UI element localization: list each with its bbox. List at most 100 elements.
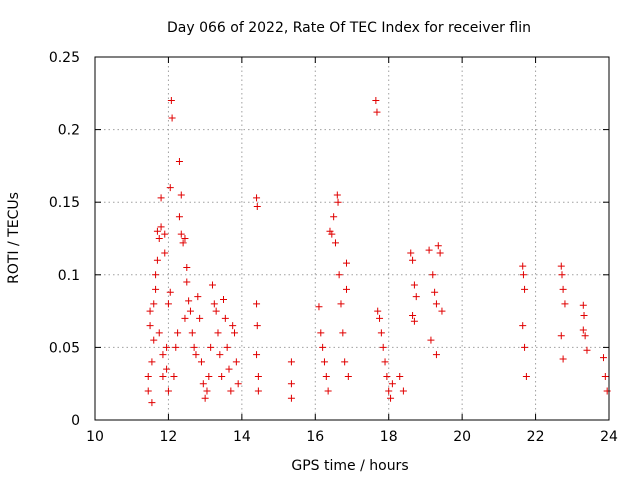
data-point xyxy=(438,307,446,315)
data-point xyxy=(157,194,165,202)
data-point xyxy=(254,372,262,380)
data-point xyxy=(155,235,163,242)
x-tick-label: 22 xyxy=(527,429,545,445)
data-point xyxy=(410,317,418,325)
data-point xyxy=(324,387,332,395)
data-point xyxy=(183,264,191,272)
data-point xyxy=(287,358,295,366)
data-point xyxy=(223,343,231,351)
data-point xyxy=(227,387,235,395)
data-point xyxy=(146,322,154,330)
data-point xyxy=(342,259,350,267)
data-point xyxy=(150,300,158,308)
data-point xyxy=(167,97,175,105)
data-point xyxy=(146,307,154,315)
data-point xyxy=(164,300,172,308)
data-point xyxy=(150,336,158,344)
data-point xyxy=(234,380,242,388)
data-point xyxy=(161,230,169,238)
data-point xyxy=(434,242,442,250)
data-point xyxy=(579,326,587,334)
x-tick-label: 18 xyxy=(380,429,398,445)
y-tick-label: 0 xyxy=(71,413,80,429)
data-point xyxy=(212,307,220,315)
data-point xyxy=(344,372,352,380)
data-point xyxy=(175,158,183,166)
data-point xyxy=(181,314,189,322)
data-point xyxy=(208,281,216,289)
data-point xyxy=(373,108,381,116)
data-point xyxy=(190,343,198,351)
data-point xyxy=(436,249,444,257)
data-point xyxy=(396,372,404,380)
data-point xyxy=(166,184,174,192)
data-point xyxy=(199,380,207,388)
data-point xyxy=(387,394,395,402)
data-points xyxy=(144,97,611,407)
data-point xyxy=(159,351,167,359)
y-tick-label: 0.15 xyxy=(49,195,80,211)
data-point xyxy=(172,343,180,351)
data-point xyxy=(152,285,160,293)
data-point xyxy=(432,351,440,359)
data-point xyxy=(253,203,261,211)
data-point xyxy=(388,380,396,388)
data-point xyxy=(177,230,185,238)
data-point xyxy=(181,235,189,242)
data-point xyxy=(410,281,418,289)
data-point xyxy=(253,194,261,202)
data-point xyxy=(328,230,336,238)
data-point xyxy=(427,336,435,344)
data-point xyxy=(579,301,587,309)
data-point xyxy=(558,271,566,279)
data-point xyxy=(225,365,233,373)
data-point xyxy=(177,191,185,199)
data-point xyxy=(341,358,349,366)
data-point xyxy=(317,329,325,337)
data-point xyxy=(175,213,183,221)
data-point xyxy=(207,343,215,351)
data-point xyxy=(374,307,382,315)
data-point xyxy=(196,314,204,322)
data-point xyxy=(163,365,171,373)
data-point xyxy=(385,387,393,395)
data-point xyxy=(335,271,343,279)
data-point xyxy=(203,387,211,395)
data-point xyxy=(315,303,323,311)
data-point xyxy=(179,239,187,247)
data-point xyxy=(221,314,229,322)
data-point xyxy=(214,329,222,337)
data-point xyxy=(210,300,218,308)
data-point xyxy=(186,307,194,315)
data-point xyxy=(561,300,569,308)
data-point xyxy=(377,329,385,337)
data-point xyxy=(205,372,213,380)
data-point xyxy=(174,329,182,337)
data-point xyxy=(381,358,389,366)
data-point xyxy=(153,256,161,264)
data-point xyxy=(559,285,567,293)
data-point xyxy=(197,358,205,366)
data-point xyxy=(232,358,240,366)
x-tick-label: 20 xyxy=(453,429,471,445)
y-tick-label: 0.05 xyxy=(49,340,80,356)
data-point xyxy=(153,227,161,235)
data-point xyxy=(253,300,261,308)
data-point xyxy=(521,343,529,351)
data-point xyxy=(601,372,609,380)
data-point xyxy=(519,262,527,270)
x-tick-label: 24 xyxy=(600,429,618,445)
data-point xyxy=(342,285,350,293)
data-point xyxy=(220,295,227,303)
data-point xyxy=(192,351,200,359)
data-point xyxy=(519,322,527,330)
data-point xyxy=(144,387,152,395)
data-point xyxy=(379,343,387,351)
data-point xyxy=(559,355,567,363)
data-point xyxy=(164,387,172,395)
data-point xyxy=(319,343,327,351)
data-point xyxy=(580,311,588,319)
data-point xyxy=(412,293,420,301)
data-point xyxy=(581,332,589,340)
